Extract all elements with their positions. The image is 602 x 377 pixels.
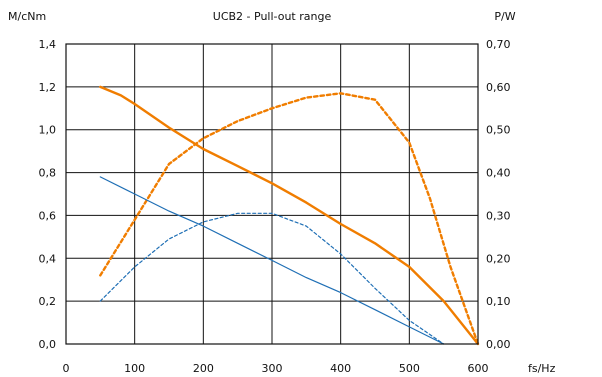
y-left-tick-label: 0,0	[39, 338, 57, 351]
x-tick-label: 100	[124, 362, 145, 375]
x-tick-label: 600	[468, 362, 489, 375]
series-line-1	[99, 85, 480, 346]
x-tick-label: 500	[399, 362, 420, 375]
y-right-tick-label: 0,60	[486, 81, 511, 94]
series-lines	[99, 85, 480, 346]
chart-title: UCB2 - Pull-out range	[213, 10, 332, 23]
x-tick-label: 300	[262, 362, 283, 375]
grid	[65, 43, 479, 345]
y-left-tick-label: 1,2	[39, 81, 57, 94]
y-left-tick-label: 0,4	[39, 252, 57, 265]
x-axis-label: fs/Hz	[528, 362, 556, 375]
tick-labels: 0 100 200 300 400 500 600 0,0 0,2 0,4 0,6 0,8 1,0 1,2…	[39, 38, 511, 375]
series-line-2	[99, 92, 480, 346]
series-line-3	[99, 176, 445, 345]
y-left-tick-label: 0,8	[39, 167, 57, 180]
series-line-4	[99, 212, 445, 345]
y-left-tick-label: 0,2	[39, 295, 57, 308]
y-right-tick-label: 0,00	[486, 338, 511, 351]
y-left-axis-label: M/cNm	[8, 10, 46, 23]
y-right-tick-label: 0,10	[486, 295, 511, 308]
y-right-tick-label: 0,30	[486, 209, 511, 222]
y-right-axis-label: P/W	[494, 10, 515, 23]
y-left-tick-label: 1,0	[39, 124, 57, 137]
y-right-tick-label: 0,70	[486, 38, 511, 51]
y-left-tick-label: 0,6	[39, 209, 57, 222]
y-left-tick-label: 1,4	[39, 38, 57, 51]
y-right-tick-label: 0,50	[486, 124, 511, 137]
y-right-tick-label: 0,20	[486, 252, 511, 265]
y-right-tick-label: 0,40	[486, 167, 511, 180]
plot-frame	[65, 43, 479, 345]
x-tick-label: 0	[63, 362, 70, 375]
x-tick-label: 400	[330, 362, 351, 375]
x-tick-label: 200	[193, 362, 214, 375]
